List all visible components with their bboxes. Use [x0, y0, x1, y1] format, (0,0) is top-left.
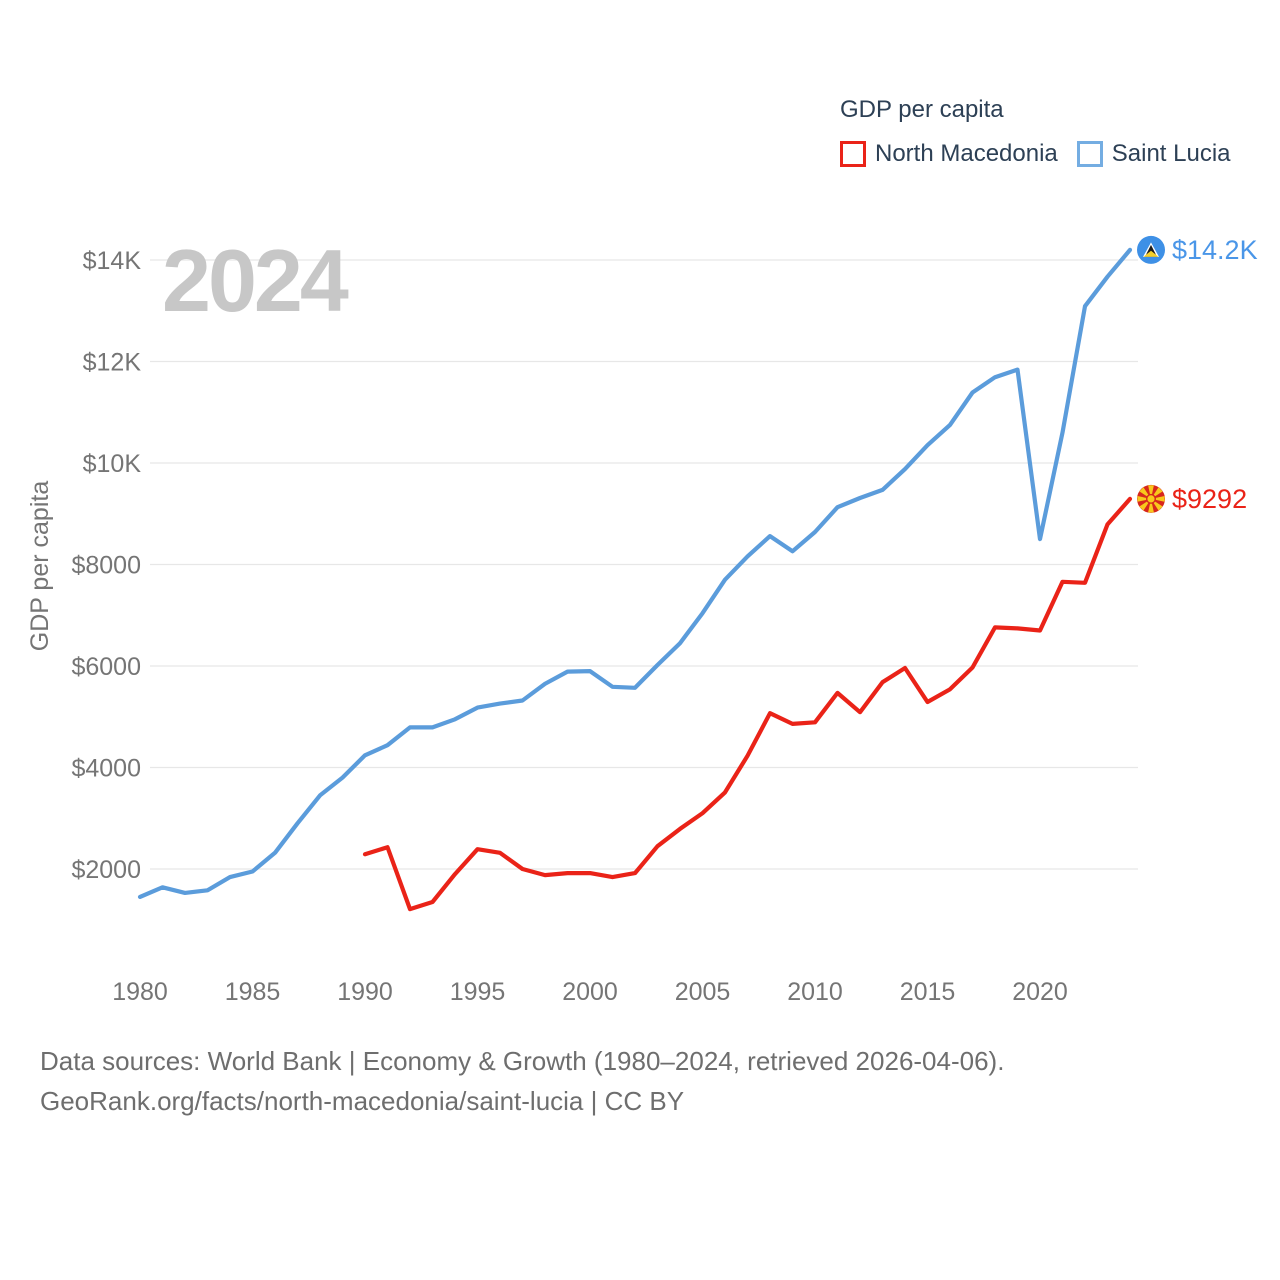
- legend-item-north-macedonia[interactable]: North Macedonia: [840, 140, 1058, 168]
- x-tick-label: 2005: [675, 978, 731, 1006]
- watermark-year: 2024: [162, 231, 349, 330]
- x-tick-label: 2020: [1012, 978, 1068, 1006]
- saint-lucia-swatch-icon: [1076, 141, 1103, 167]
- end-label-saint-lucia: $14.2K: [1172, 235, 1258, 265]
- x-tick-label: 2000: [562, 978, 618, 1006]
- legend-item-saint-lucia[interactable]: Saint Lucia: [1076, 140, 1231, 168]
- legend: GDP per capita North Macedonia Saint Luc…: [840, 96, 1231, 168]
- legend-title: GDP per capita: [840, 96, 1004, 123]
- y-tick-label: $2000: [71, 856, 141, 884]
- source-line-2: GeoRank.org/facts/north-macedonia/saint-…: [40, 1086, 685, 1116]
- y-tick-label: $4000: [71, 755, 141, 783]
- north-macedonia-flag-icon: [1137, 484, 1165, 513]
- x-tick-label: 1990: [337, 978, 393, 1006]
- y-axis-title: GDP per capita: [26, 481, 54, 652]
- x-tick-label: 1980: [112, 978, 168, 1006]
- source-line-1: Data sources: World Bank | Economy & Gro…: [40, 1046, 1005, 1076]
- legend-label-north-macedonia: North Macedonia: [875, 140, 1058, 167]
- y-tick-label: $10K: [83, 450, 142, 478]
- y-tick-label: $12K: [83, 349, 142, 377]
- y-tick-label: $14K: [83, 247, 142, 275]
- saint-lucia-flag-icon: [1137, 235, 1165, 264]
- x-tick-label: 1995: [450, 978, 506, 1006]
- end-label-north-macedonia: $9292: [1172, 484, 1247, 514]
- y-tick-label: $8000: [71, 552, 141, 580]
- series-line-north-macedonia[interactable]: [362, 496, 1133, 912]
- legend-items: North Macedonia Saint Lucia: [840, 140, 1231, 168]
- legend-label-saint-lucia: Saint Lucia: [1111, 140, 1231, 167]
- x-tick-label: 2015: [900, 978, 956, 1006]
- north-macedonia-swatch-icon: [840, 141, 866, 167]
- x-tick-label: 2010: [787, 978, 843, 1006]
- x-tick-label: 1985: [225, 978, 281, 1006]
- y-tick-label: $6000: [71, 653, 141, 681]
- series-line-saint-lucia[interactable]: [137, 247, 1133, 900]
